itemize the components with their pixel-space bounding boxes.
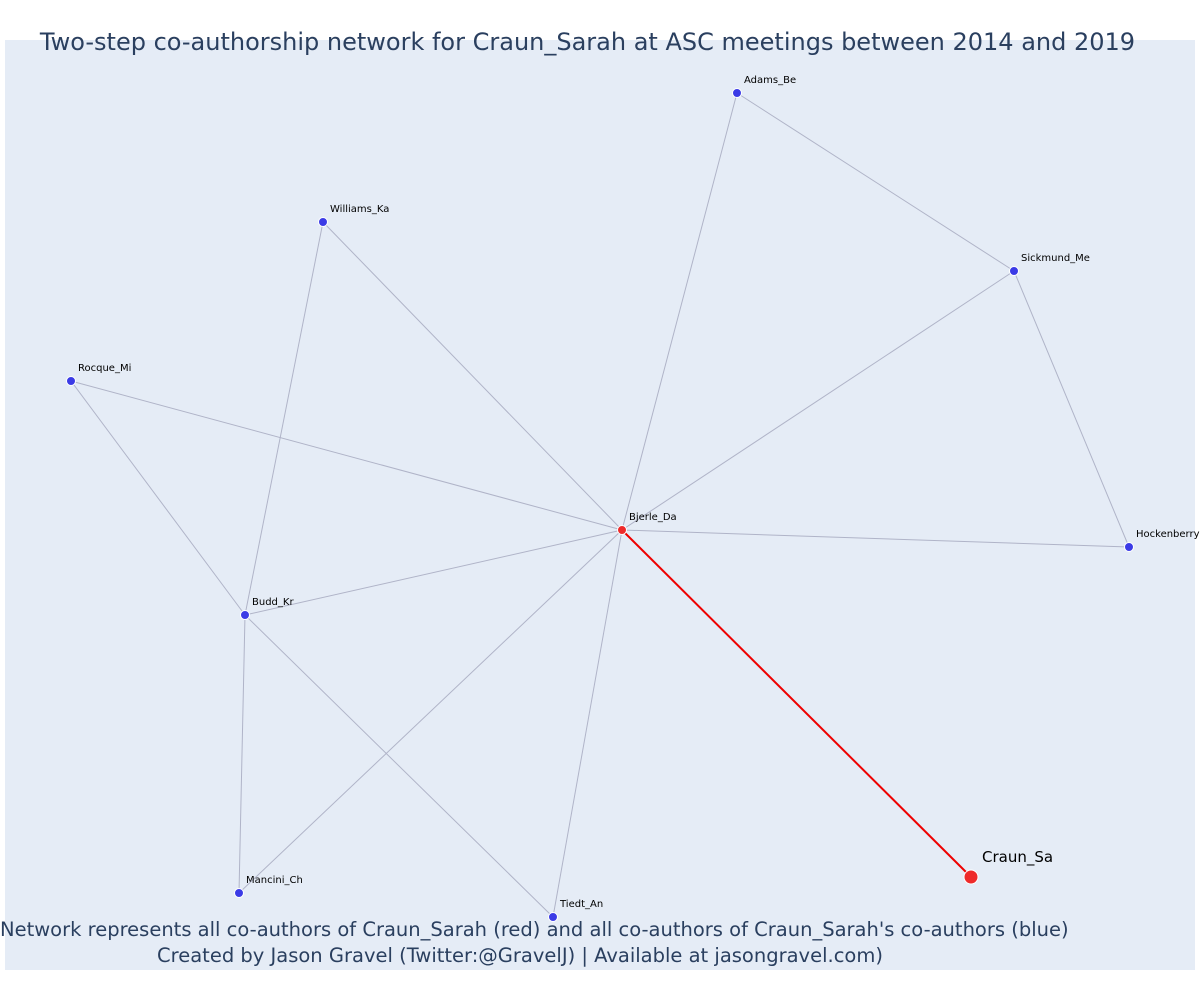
diagram-title: Two-step co-authorship network for Craun… bbox=[39, 28, 1136, 56]
node-adams_be[interactable] bbox=[732, 88, 742, 98]
node-label-rocque_mi: Rocque_Mi bbox=[78, 363, 131, 374]
node-label-adams_be: Adams_Be bbox=[744, 75, 796, 86]
footer-note: Network represents all co-authors of Cra… bbox=[0, 918, 1069, 941]
node-hockenberry[interactable] bbox=[1124, 542, 1134, 552]
edge-bjerle_da-tiedt_an bbox=[552, 529, 623, 918]
edge-bjerle_da-craun_sa bbox=[621, 529, 972, 878]
node-label-hockenberry: Hockenberry bbox=[1136, 529, 1200, 540]
node-label-tiedt_an: Tiedt_An bbox=[559, 899, 603, 910]
edge-budd_kr-mancini_ch bbox=[238, 614, 246, 894]
footer-credit: Created by Jason Gravel (Twitter:@Gravel… bbox=[157, 944, 883, 967]
node-mancini_ch[interactable] bbox=[234, 888, 244, 898]
edge-bjerle_da-budd_kr bbox=[244, 529, 623, 616]
edge-bjerle_da-hockenberry bbox=[621, 529, 1130, 548]
node-tiedt_an[interactable] bbox=[548, 912, 558, 922]
edge-bjerle_da-mancini_ch bbox=[238, 529, 623, 894]
edge-adams_be-sickmund_me bbox=[736, 92, 1015, 272]
node-rocque_mi[interactable] bbox=[66, 376, 76, 386]
node-craun_sa[interactable] bbox=[963, 869, 979, 885]
labels-layer: Craun_Sa Bjerle_Da Adams_Be Williams_Ka Sick… bbox=[78, 75, 1200, 910]
node-williams_ka[interactable] bbox=[318, 217, 328, 227]
edge-bjerle_da-williams_ka bbox=[322, 221, 623, 531]
edge-budd_kr-tiedt_an bbox=[244, 614, 554, 918]
node-label-bjerle_da: Bjerle_Da bbox=[629, 512, 677, 523]
node-label-mancini_ch: Mancini_Ch bbox=[246, 875, 303, 886]
edge-bjerle_da-sickmund_me bbox=[621, 270, 1015, 531]
node-label-sickmund_me: Sickmund_Me bbox=[1021, 253, 1090, 264]
plot-area bbox=[5, 40, 1195, 970]
edge-sickmund_me-hockenberry bbox=[1013, 270, 1130, 548]
edge-williams_ka-budd_kr bbox=[244, 221, 324, 616]
edge-bjerle_da-rocque_mi bbox=[70, 380, 623, 531]
nodes-layer bbox=[66, 88, 1134, 922]
edges-layer bbox=[70, 92, 1130, 918]
edge-rocque_mi-budd_kr bbox=[70, 380, 246, 616]
node-sickmund_me[interactable] bbox=[1009, 266, 1019, 276]
node-label-williams_ka: Williams_Ka bbox=[330, 204, 389, 215]
node-bjerle_da[interactable] bbox=[617, 525, 627, 535]
edge-bjerle_da-adams_be bbox=[621, 92, 738, 531]
node-label-craun_sa: Craun_Sa bbox=[982, 848, 1053, 867]
node-label-budd_kr: Budd_Kr bbox=[252, 597, 294, 608]
node-budd_kr[interactable] bbox=[240, 610, 250, 620]
